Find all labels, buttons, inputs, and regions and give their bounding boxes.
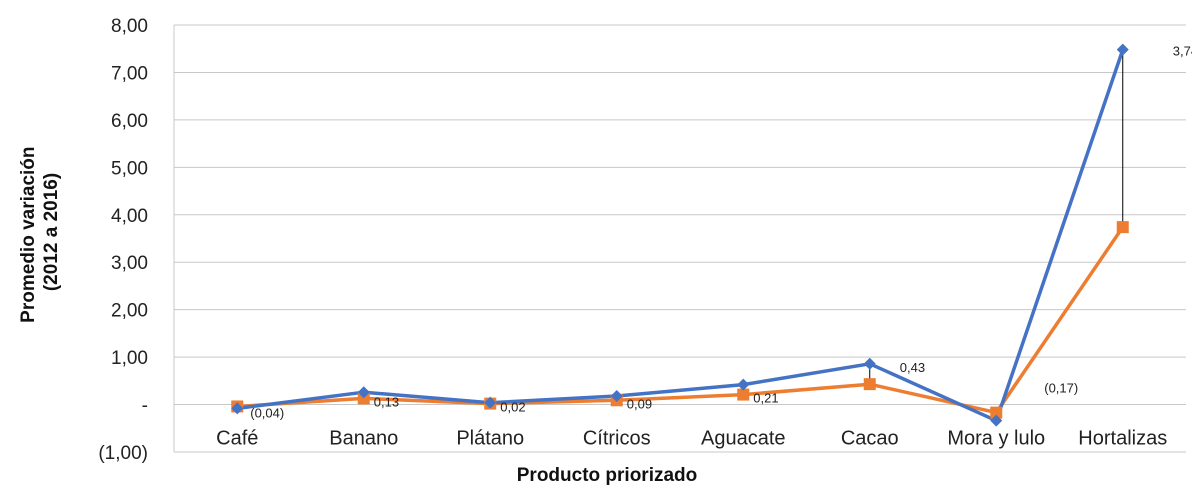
data-labels: (0,04) 0,13 0,02 0,09 0,21 0,43 (0,17) 3,74 (250, 44, 1192, 421)
y-tick-label: 3,00 (111, 253, 148, 274)
y-tick-label: 2,00 (111, 301, 148, 322)
category-label: Banano (329, 428, 398, 450)
y-tick-label: 8,00 (111, 16, 148, 37)
y-tick-label: 7,00 (111, 63, 148, 84)
category-label: Plátano (456, 428, 524, 450)
series-lines (237, 50, 1123, 421)
data-label: 0,13 (374, 394, 399, 409)
y-tick-label: 6,00 (111, 111, 148, 132)
category-label: Aguacate (701, 428, 786, 450)
series-line-1 (237, 50, 1123, 421)
x-axis-categories: Café Banano Plátano Cítricos Aguacate Cacao Mo… (216, 428, 1167, 450)
x-axis-title: Producto priorizado (517, 465, 698, 486)
category-label: Café (216, 428, 258, 450)
y-axis-title: Promedio variación (2012 a 2016) (18, 141, 62, 323)
category-label: Cacao (841, 428, 899, 450)
gridlines (174, 25, 1186, 452)
y-axis-title-line-2: (2012 a 2016) (41, 173, 62, 291)
series-2-point (1117, 221, 1129, 233)
series-1-point (1117, 44, 1129, 56)
data-label: 0,43 (900, 360, 925, 375)
data-label: (0,17) (1044, 381, 1078, 396)
y-tick-label: 4,00 (111, 206, 148, 227)
data-label: 0,09 (627, 396, 652, 411)
category-label: Cítricos (583, 428, 651, 450)
y-tick-label: 1,00 (111, 348, 148, 369)
y-tick-label: 5,00 (111, 158, 148, 179)
y-tick-label: - (142, 396, 148, 417)
data-label: 0,21 (753, 391, 778, 406)
category-label: Mora y lulo (947, 428, 1045, 450)
high-low-lines (237, 50, 1123, 421)
y-tick-label: (1,00) (98, 443, 148, 464)
data-label: (0,04) (250, 405, 284, 420)
y-axis-ticks: 8,00 7,00 6,00 5,00 4,00 3,00 2,00 1,00 - (1,00) (98, 16, 148, 464)
series-markers (231, 44, 1129, 427)
series-2-point (864, 378, 876, 390)
series-line-2 (237, 227, 1123, 413)
series-1-point (864, 358, 876, 370)
y-axis-title-line-1: Promedio variación (18, 146, 39, 322)
data-label: 3,74 (1173, 44, 1192, 59)
data-label: 0,02 (500, 400, 525, 415)
category-label: Hortalizas (1078, 428, 1167, 450)
